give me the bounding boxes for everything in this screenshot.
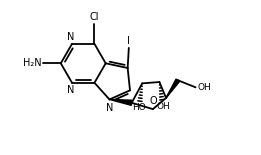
Polygon shape [166,79,180,98]
Text: N: N [67,85,74,95]
Text: Cl: Cl [90,12,99,22]
Text: N: N [106,102,113,113]
Polygon shape [109,100,132,105]
Text: OH: OH [198,83,212,92]
Text: OH: OH [156,102,170,111]
Text: I: I [127,36,130,46]
Text: O: O [149,96,157,106]
Text: H₂N: H₂N [23,58,42,68]
Text: N: N [67,32,74,42]
Text: HO: HO [132,103,146,112]
